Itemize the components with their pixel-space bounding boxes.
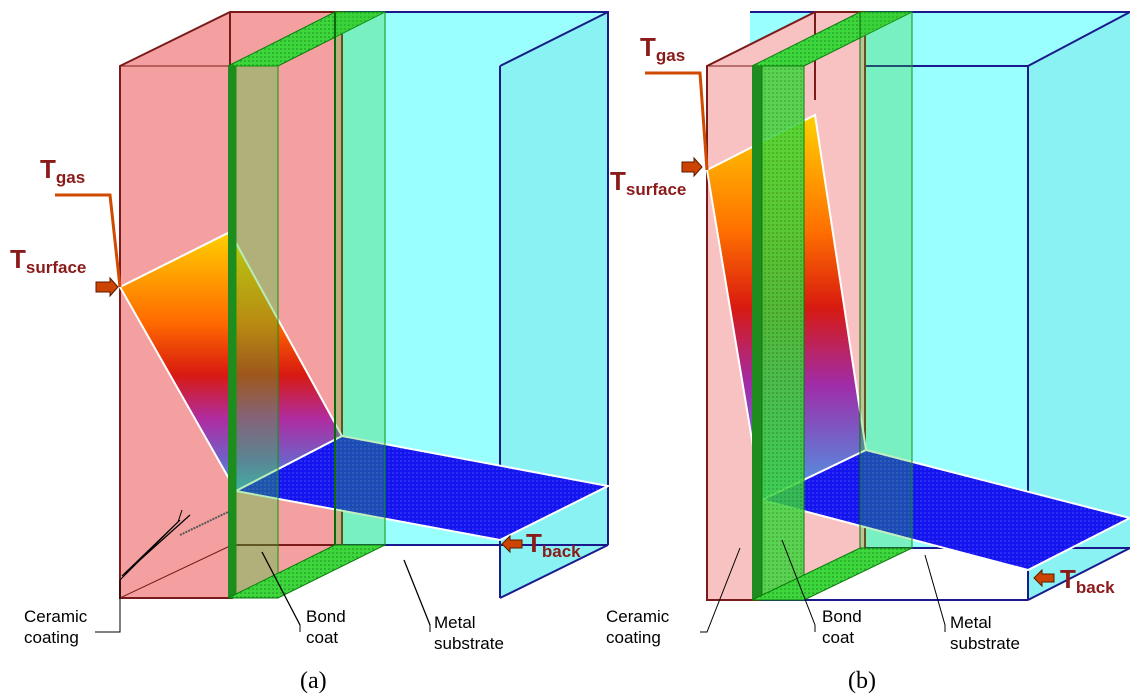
bond-label-a-1: Bond	[306, 607, 346, 626]
t-back-label-a: Tback	[526, 528, 581, 561]
bond-leader-b	[781, 539, 816, 632]
caption-a: (a)	[300, 668, 327, 694]
t-surface-label-a: Tsurface	[10, 244, 86, 277]
bond-coat-block-b	[751, 11, 913, 601]
panel-a: Tgas Tsurface Tback Ceramic coating Bond…	[10, 11, 612, 694]
ceramic-leader-b	[700, 547, 741, 633]
ceramic-label-a-2: coating	[24, 628, 79, 647]
t-gas-label-b: Tgas	[640, 32, 685, 65]
t-surface-label-b: Tsurface	[610, 166, 686, 199]
metal-label-a-2: substrate	[434, 634, 504, 653]
metal-label-a-1: Metal	[434, 613, 476, 632]
caption-b: (b)	[848, 668, 876, 694]
panel-b: Tgas Tsurface Tback Ceramic coating Bond…	[606, 11, 1130, 694]
temperature-profile-substrate	[232, 434, 612, 542]
bond-leader-a	[261, 551, 301, 632]
ceramic-label-b-1: Ceramic	[606, 607, 670, 626]
temperature-profile-substrate-b	[759, 448, 1130, 572]
ceramic-label-b-2: coating	[606, 628, 661, 647]
metal-leader-a	[403, 559, 431, 632]
t-gas-line-a	[55, 193, 122, 288]
bond-label-a-2: coat	[306, 628, 338, 647]
metal-leader-b	[924, 554, 946, 632]
t-surface-arrow-b	[681, 156, 703, 178]
metal-label-b-1: Metal	[950, 613, 992, 632]
ceramic-leader-a	[119, 509, 183, 581]
t-surface-arrow-a	[95, 276, 119, 298]
t-back-arrow-a	[501, 534, 523, 554]
bond-coat-block	[227, 11, 386, 599]
t-back-label-b: Tback	[1060, 564, 1115, 597]
ceramic-leader-a-elbow	[95, 580, 121, 633]
t-gas-line-b	[645, 71, 709, 171]
t-gas-label-a: Tgas	[40, 154, 85, 187]
metal-label-b-2: substrate	[950, 634, 1020, 653]
bond-label-b-1: Bond	[822, 607, 862, 626]
t-back-arrow-b	[1033, 568, 1055, 588]
ceramic-label-a-1: Ceramic	[24, 607, 88, 626]
bond-label-b-2: coat	[822, 628, 854, 647]
